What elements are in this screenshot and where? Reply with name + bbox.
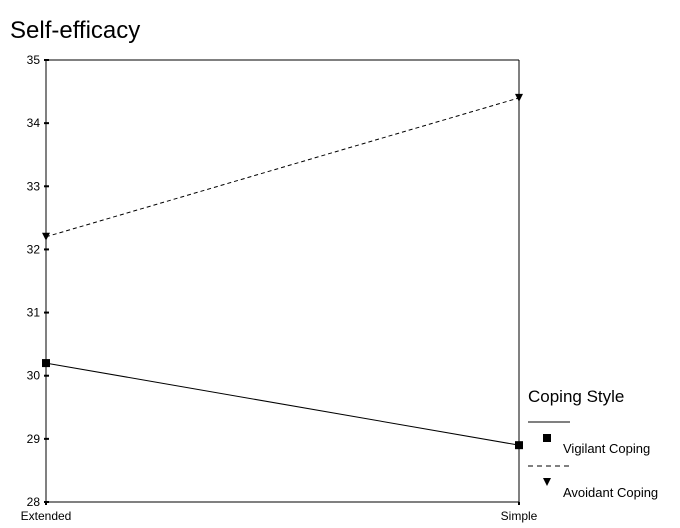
x-tick-label: Simple — [501, 509, 538, 523]
data-point — [42, 232, 50, 241]
legend-marker — [543, 478, 551, 486]
y-tick-label: 32 — [27, 242, 41, 256]
y-tick-label: 30 — [27, 369, 41, 383]
y-tick-label: 31 — [27, 306, 41, 320]
data-point — [515, 93, 523, 102]
y-tick-label: 29 — [27, 432, 41, 446]
legend-entry-label: Avoidant Coping — [563, 485, 658, 500]
legend-entry-label: Vigilant Coping — [563, 441, 650, 456]
y-tick-label: 28 — [27, 495, 41, 509]
y-tick-label: 34 — [27, 116, 41, 130]
data-point — [515, 441, 523, 450]
series-line — [45, 362, 520, 446]
data-point — [42, 359, 50, 368]
legend-title: Coping Style — [528, 387, 624, 406]
legend: Coping Style Vigilant Coping Avoidant Cop… — [528, 387, 658, 500]
series-line — [45, 97, 520, 238]
series-layer — [42, 93, 523, 450]
chart-title: Self-efficacy — [10, 17, 140, 44]
y-tick-label: 33 — [27, 179, 41, 193]
axes: 28 29 30 31 32 33 34 35 Extended Simple — [21, 53, 538, 523]
y-tick-label: 35 — [27, 53, 41, 67]
x-tick-label: Extended — [21, 509, 72, 523]
legend-marker — [543, 434, 551, 442]
